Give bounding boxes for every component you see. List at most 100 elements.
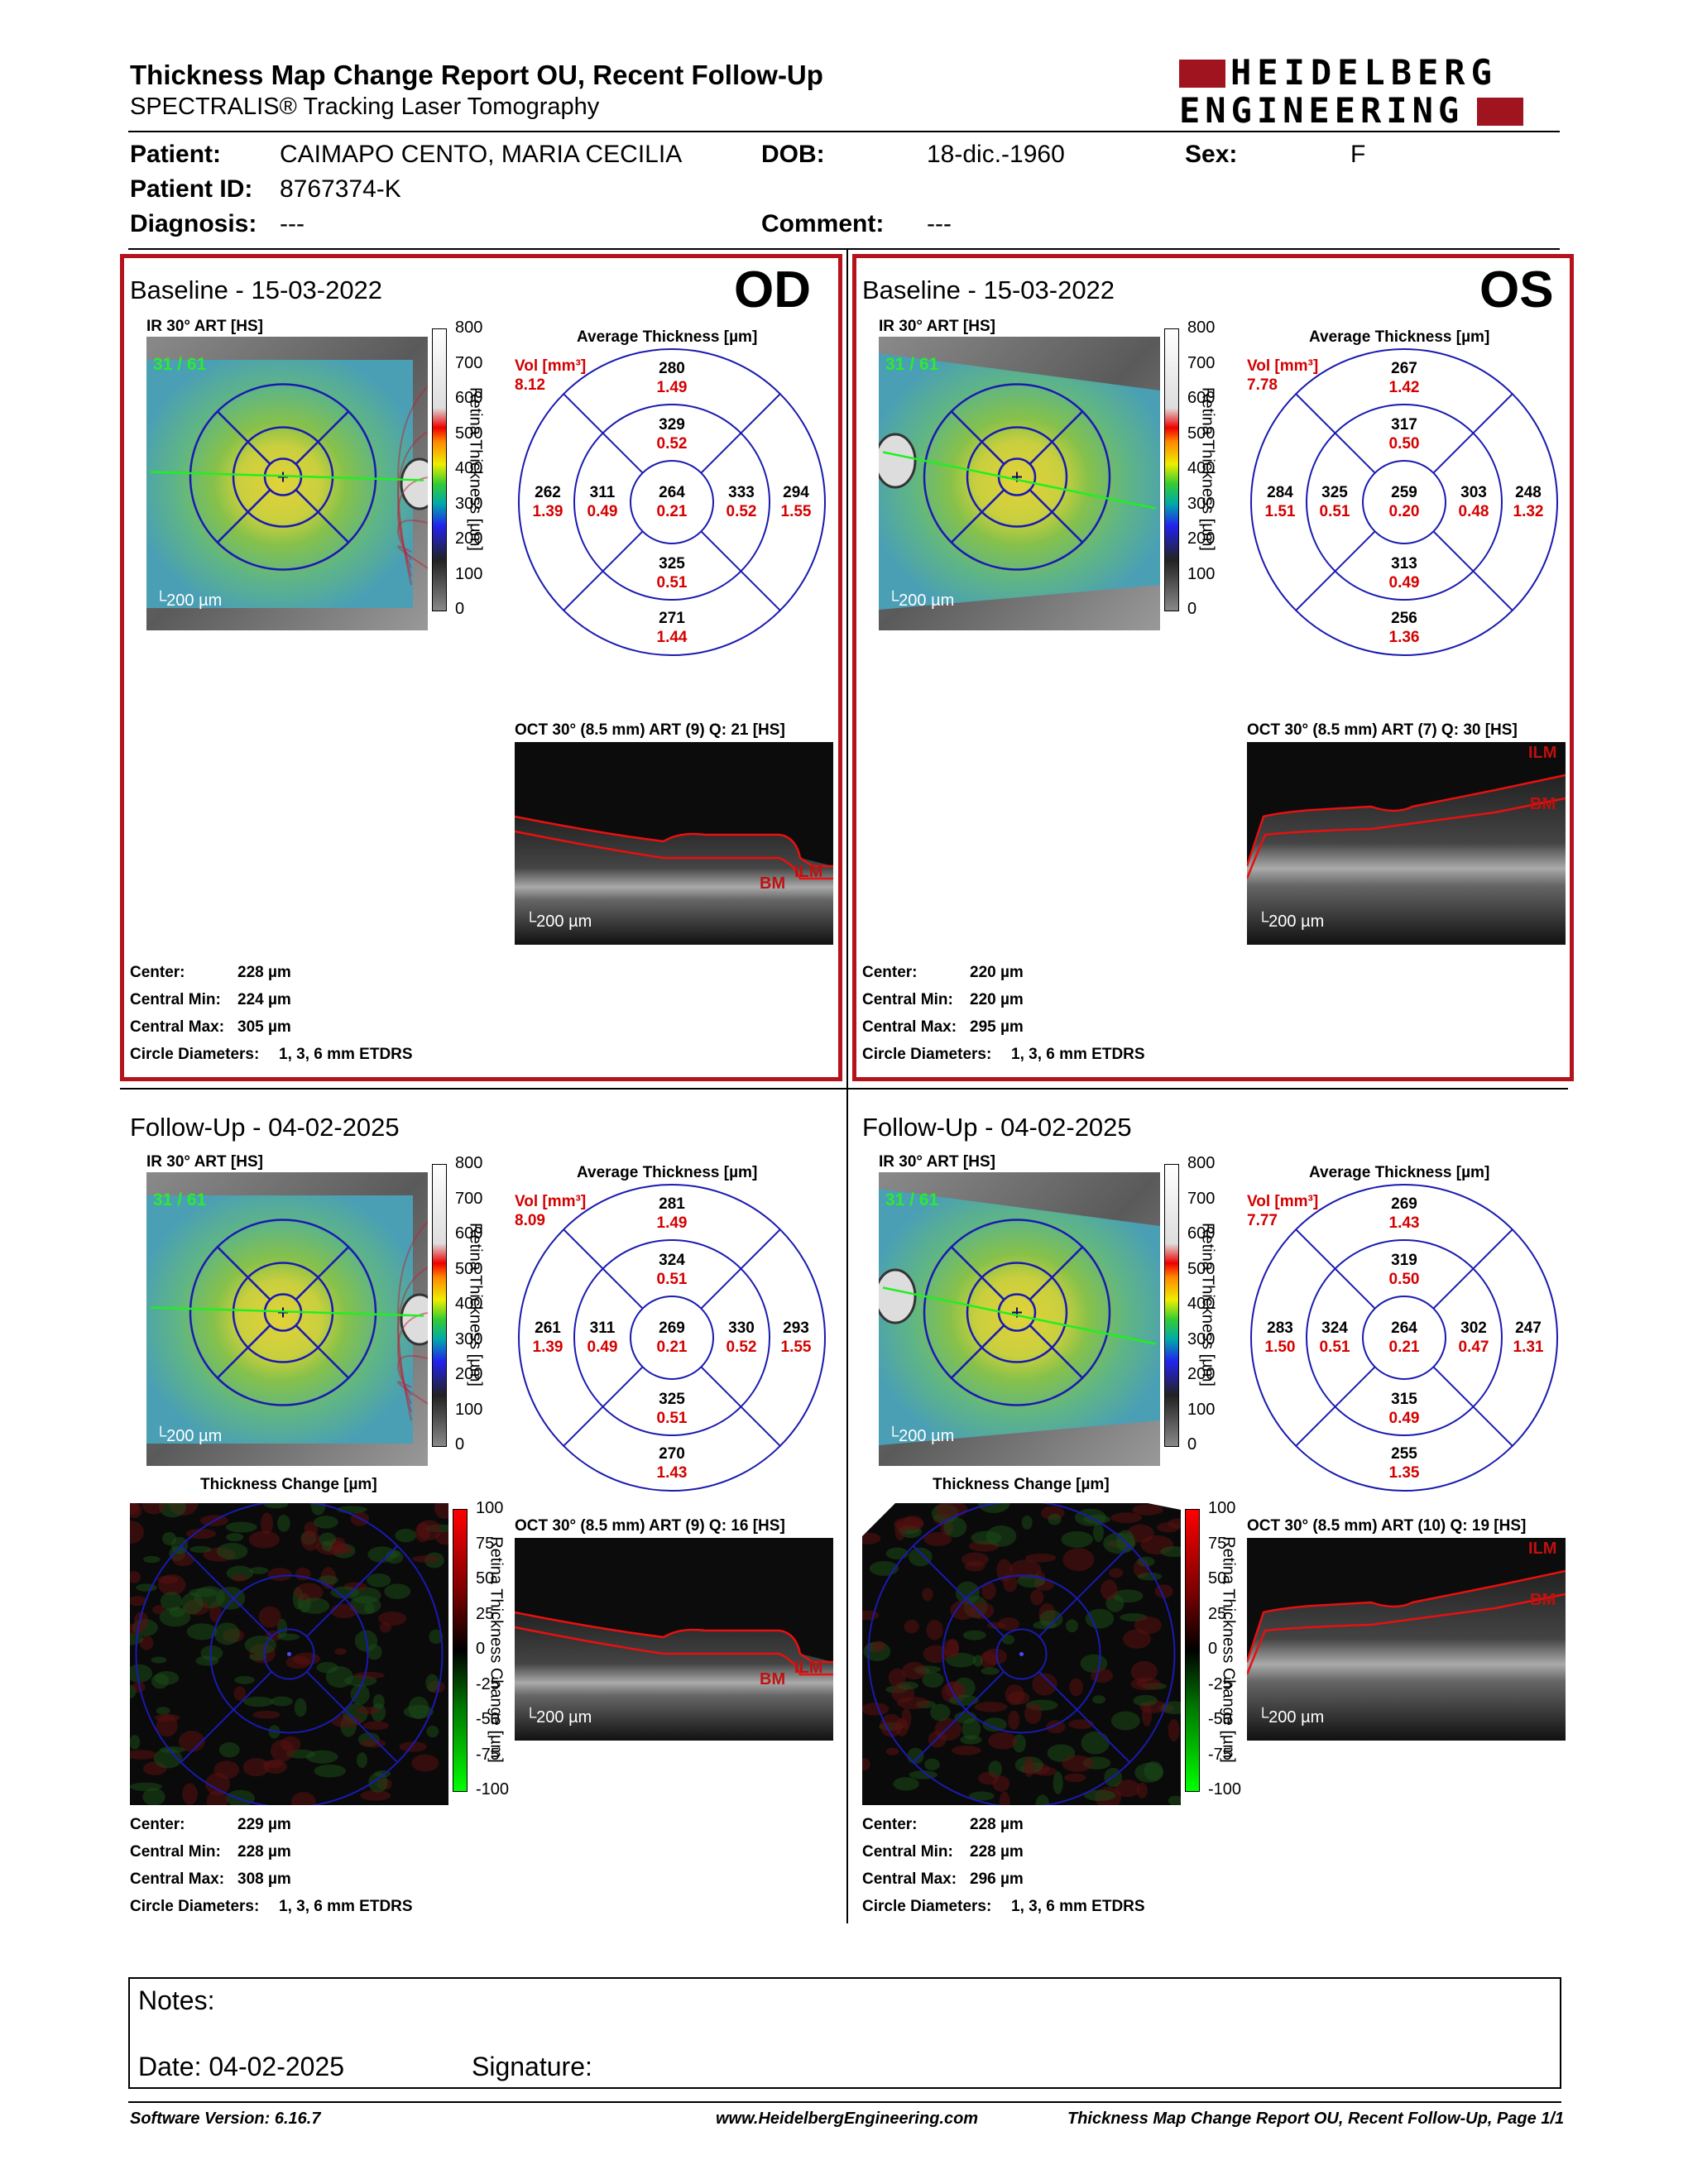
sector-volume: 0.51	[656, 574, 688, 592]
oct-bscan-image[interactable]: ILM BM └200 µm	[515, 742, 833, 945]
colorbar-tick-label: 300	[1187, 494, 1216, 513]
etdrs-thickness-diagram: 269 1.43 319 0.50 264 0.21 283 1.50 324 0.51 302 0.…	[1247, 1181, 1561, 1495]
etdrs-spoke	[1432, 1366, 1513, 1447]
sector-volume: 0.51	[1319, 1339, 1350, 1356]
etdrs-spoke	[306, 1671, 399, 1764]
sector-thickness: 329	[659, 416, 685, 433]
colorbar-tick-label: 50	[1208, 1569, 1227, 1588]
colorbar-tick-label: 500	[1187, 424, 1216, 443]
colorbar-tick-label: 600	[1187, 1224, 1216, 1243]
colorbar-tick-label: 800	[1187, 318, 1216, 337]
website-link[interactable]: www.HeidelbergEngineering.com	[716, 2110, 979, 2128]
eye-label-od: OD	[734, 261, 811, 318]
software-version: Software Version: 6.16.7	[130, 2110, 321, 2128]
ilm-label: ILM	[1528, 1540, 1557, 1558]
sector-outer-inf: 271 1.44	[639, 609, 705, 647]
sector-volume: 0.47	[1458, 1339, 1489, 1356]
colorbar-tick-label: 75	[476, 1534, 495, 1553]
sex-value: F	[1350, 141, 1366, 168]
notes-box[interactable]: Notes: Date: 04-02-2025 Signature:	[128, 1977, 1561, 2089]
colorbar-tick-label: 75	[1208, 1534, 1227, 1553]
thickness-colorbar	[432, 1164, 447, 1447]
volume-label: Vol [mm³]	[515, 357, 587, 375]
etdrs-spoke	[216, 1246, 271, 1300]
sector-volume: 0.49	[1388, 1410, 1420, 1427]
etdrs-spoke	[1295, 1228, 1376, 1310]
ir-fundus-image[interactable]: 31 / 61 └200 µm	[146, 337, 428, 630]
colorbar-tick-label: 200	[455, 1365, 483, 1383]
colorbar-tick-label: 700	[455, 1189, 483, 1208]
optic-disc	[879, 1268, 917, 1324]
oct-label: OCT 30° (8.5 mm) ART (10) Q: 19 [HS]	[1247, 1517, 1527, 1535]
ir-fundus-image[interactable]: 31 / 61 └200 µm	[879, 337, 1160, 630]
etdrs-ring-3	[135, 1503, 444, 1805]
etdrs-ring-3	[1250, 348, 1558, 656]
footer-rule	[128, 2101, 1561, 2103]
notes-date: Date: 04-02-2025	[138, 2052, 345, 2081]
sector-center: 259 0.20	[1371, 483, 1437, 521]
etdrs-spoke	[1038, 1545, 1131, 1637]
avg-thickness-title: Average Thickness [µm]	[1309, 328, 1490, 346]
bm-line	[1247, 1592, 1566, 1675]
etdrs-ring-2	[209, 1574, 369, 1734]
stat-value-center: 228 µm	[970, 1816, 1024, 1833]
sector-inner-left: 311 0.49	[569, 483, 635, 521]
etdrs-ring-1	[1362, 1296, 1446, 1380]
colorbar-tick-label: -100	[476, 1780, 510, 1798]
fovea-dot	[1019, 1652, 1024, 1656]
sector-inner-sup: 317 0.50	[1371, 415, 1437, 453]
panel-title: Baseline - 15-03-2022	[862, 275, 1115, 304]
change-map-title: Thickness Change [µm]	[200, 1476, 377, 1493]
thickness-change-map[interactable]	[862, 1503, 1181, 1805]
diagnosis-label: Diagnosis:	[130, 210, 257, 237]
stat-value-circ: 1, 3, 6 mm ETDRS	[279, 1898, 413, 1915]
colorbar-tick-label: 0	[476, 1640, 486, 1658]
oct-bscan-image[interactable]: ILM BM └200 µm	[1247, 1538, 1566, 1741]
ilm-line	[515, 1611, 833, 1664]
colorbar-tick-label: 50	[476, 1569, 495, 1588]
retina-layers	[1247, 775, 1566, 945]
sector-inner-right: 302 0.47	[1441, 1319, 1507, 1357]
avg-thickness-title: Average Thickness [µm]	[1309, 1164, 1490, 1181]
thickness-change-map[interactable]	[130, 1503, 448, 1805]
bm-label: BM	[1530, 795, 1556, 813]
colorbar-tick-label: 25	[1208, 1604, 1227, 1623]
sector-thickness: 271	[659, 610, 685, 627]
bm-label: BM	[1530, 1591, 1556, 1609]
colorbar-tick-label: 500	[1187, 1259, 1216, 1278]
etdrs-spoke	[950, 410, 1005, 465]
ir-fundus-image[interactable]: 31 / 61 └200 µm	[146, 1172, 428, 1466]
etdrs-thickness-diagram: 281 1.49 324 0.51 269 0.21 261 1.39 311 0.49 330 0.…	[515, 1181, 829, 1495]
notes-label: Notes:	[138, 1985, 215, 2015]
row-divider	[120, 1088, 1568, 1090]
etdrs-thickness-diagram: 267 1.42 317 0.50 259 0.20 284 1.51 325 0.51 303 0.…	[1247, 345, 1561, 659]
ir-fundus-image[interactable]: 31 / 61 └200 µm	[879, 1172, 1160, 1466]
stat-label-min: Central Min:	[862, 1843, 953, 1861]
sector-volume: 1.42	[1388, 379, 1420, 396]
stat-label-max: Central Max:	[130, 1018, 225, 1036]
volume-label: Vol [mm³]	[515, 1193, 587, 1210]
os-followup-panel: Follow-Up - 04-02-2025	[861, 1096, 1572, 1915]
colorbar-tick-label: 0	[1187, 1435, 1197, 1454]
colorbar-tick-label: 200	[455, 529, 483, 548]
colorbar-tick-label: 300	[455, 1329, 483, 1348]
sector-outer-inf: 255 1.35	[1371, 1444, 1437, 1482]
etdrs-ring-1	[630, 1296, 714, 1380]
change-scale-title: Retina Thickness Change [µm]	[1219, 1536, 1238, 1763]
etdrs-ring-1	[263, 1628, 315, 1680]
etdrs-spoke	[700, 393, 781, 474]
etdrs-spoke	[563, 530, 644, 611]
stat-value-min: 228 µm	[237, 1843, 291, 1861]
optic-disc	[879, 433, 917, 489]
sector-thickness: 264	[1391, 1320, 1417, 1337]
etdrs-thickness-diagram: 280 1.49 329 0.52 264 0.21 262 1.39 311 0.49 333 0.…	[515, 345, 829, 659]
colorbar-tick-label: 500	[455, 424, 483, 443]
info-rule	[128, 248, 1560, 250]
sector-volume: 1.39	[532, 503, 563, 520]
logo-line1: HEIDELBERG	[1230, 52, 1498, 93]
oct-bscan-image[interactable]: ILM BM └200 µm	[515, 1538, 833, 1741]
oct-bscan-image[interactable]: ILM BM └200 µm	[1247, 742, 1566, 945]
colorbar-tick-label: 100	[1187, 564, 1216, 583]
fovea-dot	[287, 1652, 291, 1656]
etdrs-ring-2	[966, 1262, 1068, 1363]
